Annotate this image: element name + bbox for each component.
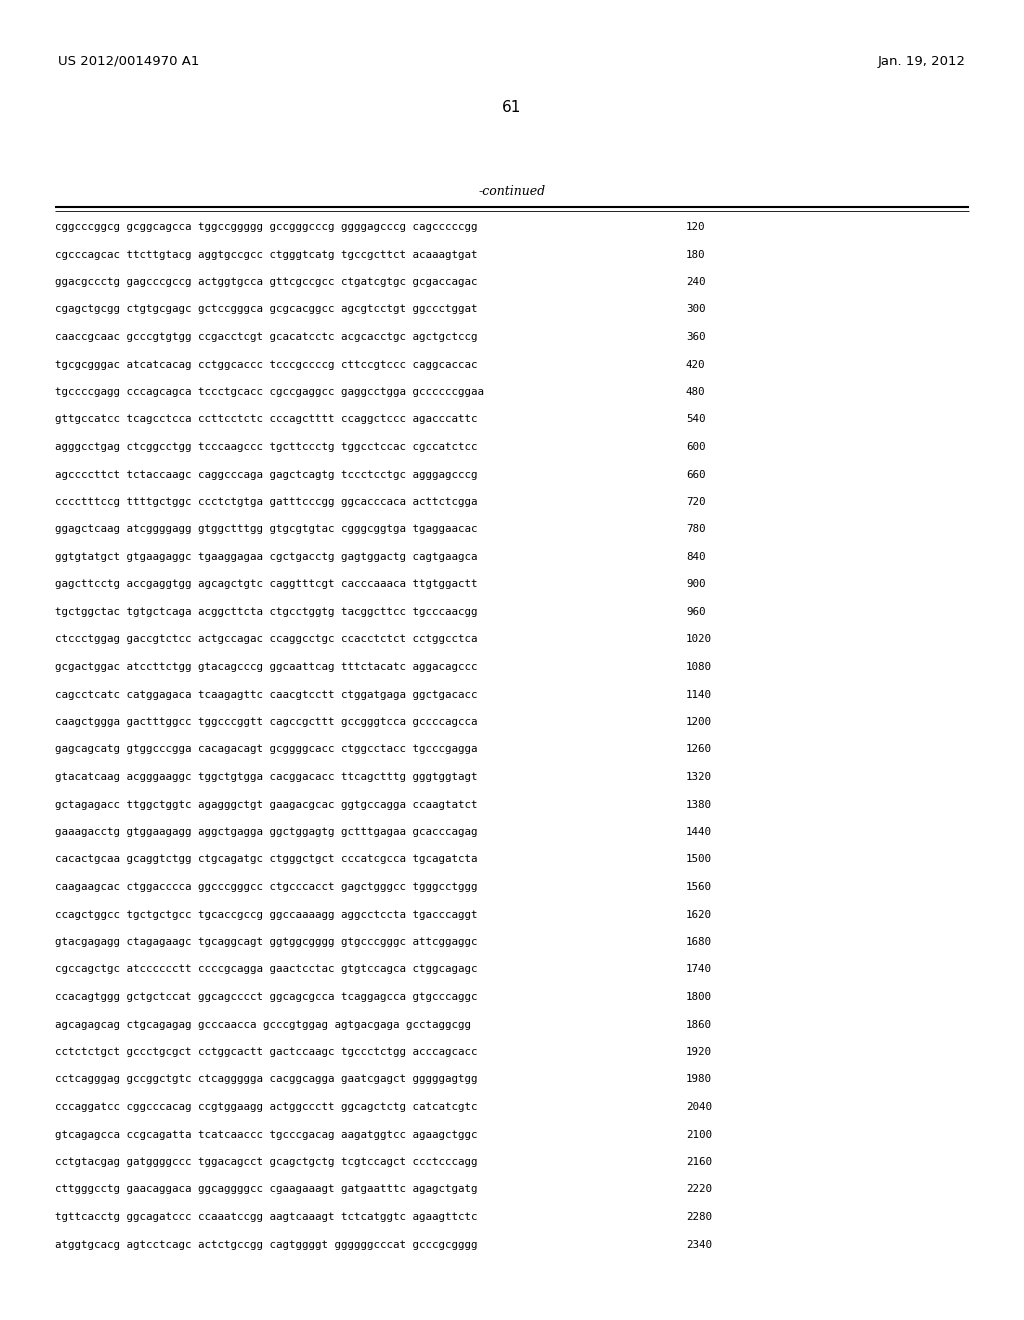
Text: 780: 780 xyxy=(686,524,706,535)
Text: cgcccagcac ttcttgtacg aggtgccgcc ctgggtcatg tgccgcttct acaaagtgat: cgcccagcac ttcttgtacg aggtgccgcc ctgggtc… xyxy=(55,249,477,260)
Text: 1680: 1680 xyxy=(686,937,712,946)
Text: cctgtacgag gatggggccc tggacagcct gcagctgctg tcgtccagct ccctcccagg: cctgtacgag gatggggccc tggacagcct gcagctg… xyxy=(55,1158,477,1167)
Text: 660: 660 xyxy=(686,470,706,479)
Text: -continued: -continued xyxy=(478,185,546,198)
Text: ggagctcaag atcggggagg gtggctttgg gtgcgtgtac cgggcggtga tgaggaacac: ggagctcaag atcggggagg gtggctttgg gtgcgtg… xyxy=(55,524,477,535)
Text: gagcttcctg accgaggtgg agcagctgtc caggtttcgt cacccaaaca ttgtggactt: gagcttcctg accgaggtgg agcagctgtc caggttt… xyxy=(55,579,477,590)
Text: 1560: 1560 xyxy=(686,882,712,892)
Text: cccaggatcc cggcccacag ccgtggaagg actggccctt ggcagctctg catcatcgtc: cccaggatcc cggcccacag ccgtggaagg actggcc… xyxy=(55,1102,477,1111)
Text: tgccccgagg cccagcagca tccctgcacc cgccgaggcc gaggcctgga gccccccggaa: tgccccgagg cccagcagca tccctgcacc cgccgag… xyxy=(55,387,484,397)
Text: 900: 900 xyxy=(686,579,706,590)
Text: gttgccatcc tcagcctcca ccttcctctc cccagctttt ccaggctccc agacccattc: gttgccatcc tcagcctcca ccttcctctc cccagct… xyxy=(55,414,477,425)
Text: 1380: 1380 xyxy=(686,800,712,809)
Text: gtcagagcca ccgcagatta tcatcaaccc tgcccgacag aagatggtcc agaagctggc: gtcagagcca ccgcagatta tcatcaaccc tgcccga… xyxy=(55,1130,477,1139)
Text: gcgactggac atccttctgg gtacagcccg ggcaattcag tttctacatc aggacagccc: gcgactggac atccttctgg gtacagcccg ggcaatt… xyxy=(55,663,477,672)
Text: gagcagcatg gtggcccgga cacagacagt gcggggcacc ctggcctacc tgcccgagga: gagcagcatg gtggcccgga cacagacagt gcggggc… xyxy=(55,744,477,755)
Text: 960: 960 xyxy=(686,607,706,616)
Text: 360: 360 xyxy=(686,333,706,342)
Text: agccccttct tctaccaagc caggcccaga gagctcagtg tccctcctgc agggagcccg: agccccttct tctaccaagc caggcccaga gagctca… xyxy=(55,470,477,479)
Text: cttgggcctg gaacaggaca ggcaggggcc cgaagaaagt gatgaatttc agagctgatg: cttgggcctg gaacaggaca ggcaggggcc cgaagaa… xyxy=(55,1184,477,1195)
Text: 720: 720 xyxy=(686,498,706,507)
Text: atggtgcacg agtcctcagc actctgccgg cagtggggt ggggggcccat gcccgcgggg: atggtgcacg agtcctcagc actctgccgg cagtggg… xyxy=(55,1239,477,1250)
Text: 1860: 1860 xyxy=(686,1019,712,1030)
Text: cgccagctgc atcccccctt ccccgcagga gaactcctac gtgtccagca ctggcagagc: cgccagctgc atcccccctt ccccgcagga gaactcc… xyxy=(55,965,477,974)
Text: cggcccggcg gcggcagcca tggccggggg gccgggcccg ggggagcccg cagcccccgg: cggcccggcg gcggcagcca tggccggggg gccgggc… xyxy=(55,222,477,232)
Text: agcagagcag ctgcagagag gcccaacca gcccgtggag agtgacgaga gcctaggcgg: agcagagcag ctgcagagag gcccaacca gcccgtgg… xyxy=(55,1019,471,1030)
Text: gtacgagagg ctagagaagc tgcaggcagt ggtggcgggg gtgcccgggc attcggaggc: gtacgagagg ctagagaagc tgcaggcagt ggtggcg… xyxy=(55,937,477,946)
Text: 1320: 1320 xyxy=(686,772,712,781)
Text: 1800: 1800 xyxy=(686,993,712,1002)
Text: 2100: 2100 xyxy=(686,1130,712,1139)
Text: 1140: 1140 xyxy=(686,689,712,700)
Text: gaaagacctg gtggaagagg aggctgagga ggctggagtg gctttgagaa gcacccagag: gaaagacctg gtggaagagg aggctgagga ggctgga… xyxy=(55,828,477,837)
Text: agggcctgag ctcggcctgg tcccaagccc tgcttccctg tggcctccac cgccatctcc: agggcctgag ctcggcctgg tcccaagccc tgcttcc… xyxy=(55,442,477,451)
Text: 840: 840 xyxy=(686,552,706,562)
Text: 600: 600 xyxy=(686,442,706,451)
Text: 1080: 1080 xyxy=(686,663,712,672)
Text: ctccctggag gaccgtctcc actgccagac ccaggcctgc ccacctctct cctggcctca: ctccctggag gaccgtctcc actgccagac ccaggcc… xyxy=(55,635,477,644)
Text: 1740: 1740 xyxy=(686,965,712,974)
Text: 540: 540 xyxy=(686,414,706,425)
Text: 2040: 2040 xyxy=(686,1102,712,1111)
Text: 2160: 2160 xyxy=(686,1158,712,1167)
Text: cccctttccg ttttgctggc ccctctgtga gatttcccgg ggcacccaca acttctcgga: cccctttccg ttttgctggc ccctctgtga gatttcc… xyxy=(55,498,477,507)
Text: cgagctgcgg ctgtgcgagc gctccgggca gcgcacggcc agcgtcctgt ggccctggat: cgagctgcgg ctgtgcgagc gctccgggca gcgcacg… xyxy=(55,305,477,314)
Text: 420: 420 xyxy=(686,359,706,370)
Text: caaccgcaac gcccgtgtgg ccgacctcgt gcacatcctc acgcacctgc agctgctccg: caaccgcaac gcccgtgtgg ccgacctcgt gcacatc… xyxy=(55,333,477,342)
Text: ggacgccctg gagcccgccg actggtgcca gttcgccgcc ctgatcgtgc gcgaccagac: ggacgccctg gagcccgccg actggtgcca gttcgcc… xyxy=(55,277,477,286)
Text: 1620: 1620 xyxy=(686,909,712,920)
Text: caagaagcac ctggacccca ggcccgggcc ctgcccacct gagctgggcc tgggcctggg: caagaagcac ctggacccca ggcccgggcc ctgccca… xyxy=(55,882,477,892)
Text: 2220: 2220 xyxy=(686,1184,712,1195)
Text: 1260: 1260 xyxy=(686,744,712,755)
Text: 1440: 1440 xyxy=(686,828,712,837)
Text: 300: 300 xyxy=(686,305,706,314)
Text: 120: 120 xyxy=(686,222,706,232)
Text: 61: 61 xyxy=(503,100,521,115)
Text: ccagctggcc tgctgctgcc tgcaccgccg ggccaaaagg aggcctccta tgacccaggt: ccagctggcc tgctgctgcc tgcaccgccg ggccaaa… xyxy=(55,909,477,920)
Text: cctcagggag gccggctgtc ctcaggggga cacggcagga gaatcgagct gggggagtgg: cctcagggag gccggctgtc ctcaggggga cacggca… xyxy=(55,1074,477,1085)
Text: tgttcacctg ggcagatccc ccaaatccgg aagtcaaagt tctcatggtc agaagttctc: tgttcacctg ggcagatccc ccaaatccgg aagtcaa… xyxy=(55,1212,477,1222)
Text: caagctggga gactttggcc tggcccggtt cagccgcttt gccgggtcca gccccagcca: caagctggga gactttggcc tggcccggtt cagccgc… xyxy=(55,717,477,727)
Text: ggtgtatgct gtgaagaggc tgaaggagaa cgctgacctg gagtggactg cagtgaagca: ggtgtatgct gtgaagaggc tgaaggagaa cgctgac… xyxy=(55,552,477,562)
Text: gtacatcaag acgggaaggc tggctgtgga cacggacacc ttcagctttg gggtggtagt: gtacatcaag acgggaaggc tggctgtgga cacggac… xyxy=(55,772,477,781)
Text: 180: 180 xyxy=(686,249,706,260)
Text: cagcctcatc catggagaca tcaagagttc caacgtcctt ctggatgaga ggctgacacc: cagcctcatc catggagaca tcaagagttc caacgtc… xyxy=(55,689,477,700)
Text: 1500: 1500 xyxy=(686,854,712,865)
Text: cacactgcaa gcaggtctgg ctgcagatgc ctgggctgct cccatcgcca tgcagatcta: cacactgcaa gcaggtctgg ctgcagatgc ctgggct… xyxy=(55,854,477,865)
Text: Jan. 19, 2012: Jan. 19, 2012 xyxy=(878,55,966,69)
Text: 2280: 2280 xyxy=(686,1212,712,1222)
Text: 1920: 1920 xyxy=(686,1047,712,1057)
Text: 2340: 2340 xyxy=(686,1239,712,1250)
Text: 1200: 1200 xyxy=(686,717,712,727)
Text: 480: 480 xyxy=(686,387,706,397)
Text: 1020: 1020 xyxy=(686,635,712,644)
Text: tgcgcgggac atcatcacag cctggcaccc tcccgccccg cttccgtccc caggcaccac: tgcgcgggac atcatcacag cctggcaccc tcccgcc… xyxy=(55,359,477,370)
Text: 1980: 1980 xyxy=(686,1074,712,1085)
Text: gctagagacc ttggctggtc agagggctgt gaagacgcac ggtgccagga ccaagtatct: gctagagacc ttggctggtc agagggctgt gaagacg… xyxy=(55,800,477,809)
Text: US 2012/0014970 A1: US 2012/0014970 A1 xyxy=(58,55,200,69)
Text: ccacagtggg gctgctccat ggcagcccct ggcagcgcca tcaggagcca gtgcccaggc: ccacagtggg gctgctccat ggcagcccct ggcagcg… xyxy=(55,993,477,1002)
Text: tgctggctac tgtgctcaga acggcttcta ctgcctggtg tacggcttcc tgcccaacgg: tgctggctac tgtgctcaga acggcttcta ctgcctg… xyxy=(55,607,477,616)
Text: cctctctgct gccctgcgct cctggcactt gactccaagc tgccctctgg acccagcacc: cctctctgct gccctgcgct cctggcactt gactcca… xyxy=(55,1047,477,1057)
Text: 240: 240 xyxy=(686,277,706,286)
